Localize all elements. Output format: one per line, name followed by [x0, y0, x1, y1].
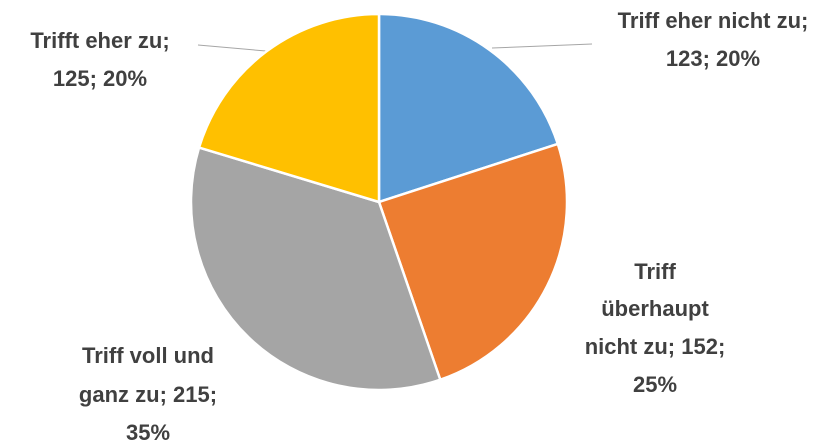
pie-slice — [189, 146, 442, 392]
data-label: Triff überhaupt nicht zu; 152; 25% — [585, 259, 726, 397]
leader-line — [197, 44, 267, 52]
data-label-line: 35% — [126, 420, 170, 445]
data-label-line: Triff — [634, 259, 676, 284]
data-label: Triff eher nicht zu; 123; 20% — [618, 8, 809, 71]
leader-line — [491, 43, 593, 49]
data-label-line: Trifft eher zu; — [30, 28, 169, 53]
pie-slice — [377, 142, 569, 381]
data-label: Trifft eher zu; 125; 20% — [30, 28, 169, 91]
data-label-line: Triff voll und — [82, 343, 214, 368]
data-label-line: Triff eher nicht zu; — [618, 8, 809, 33]
data-label: Triff voll und ganz zu; 215; 35% — [79, 343, 217, 445]
data-label-line: 123; 20% — [666, 46, 760, 71]
pie-slice — [197, 12, 381, 204]
data-label-line: 125; 20% — [53, 66, 147, 91]
data-label-line: 25% — [633, 372, 677, 397]
data-label-line: ganz zu; 215; — [79, 382, 217, 407]
data-label-line: überhaupt — [601, 296, 709, 321]
pie-slice — [377, 12, 560, 204]
data-label-line: nicht zu; 152; — [585, 334, 726, 359]
